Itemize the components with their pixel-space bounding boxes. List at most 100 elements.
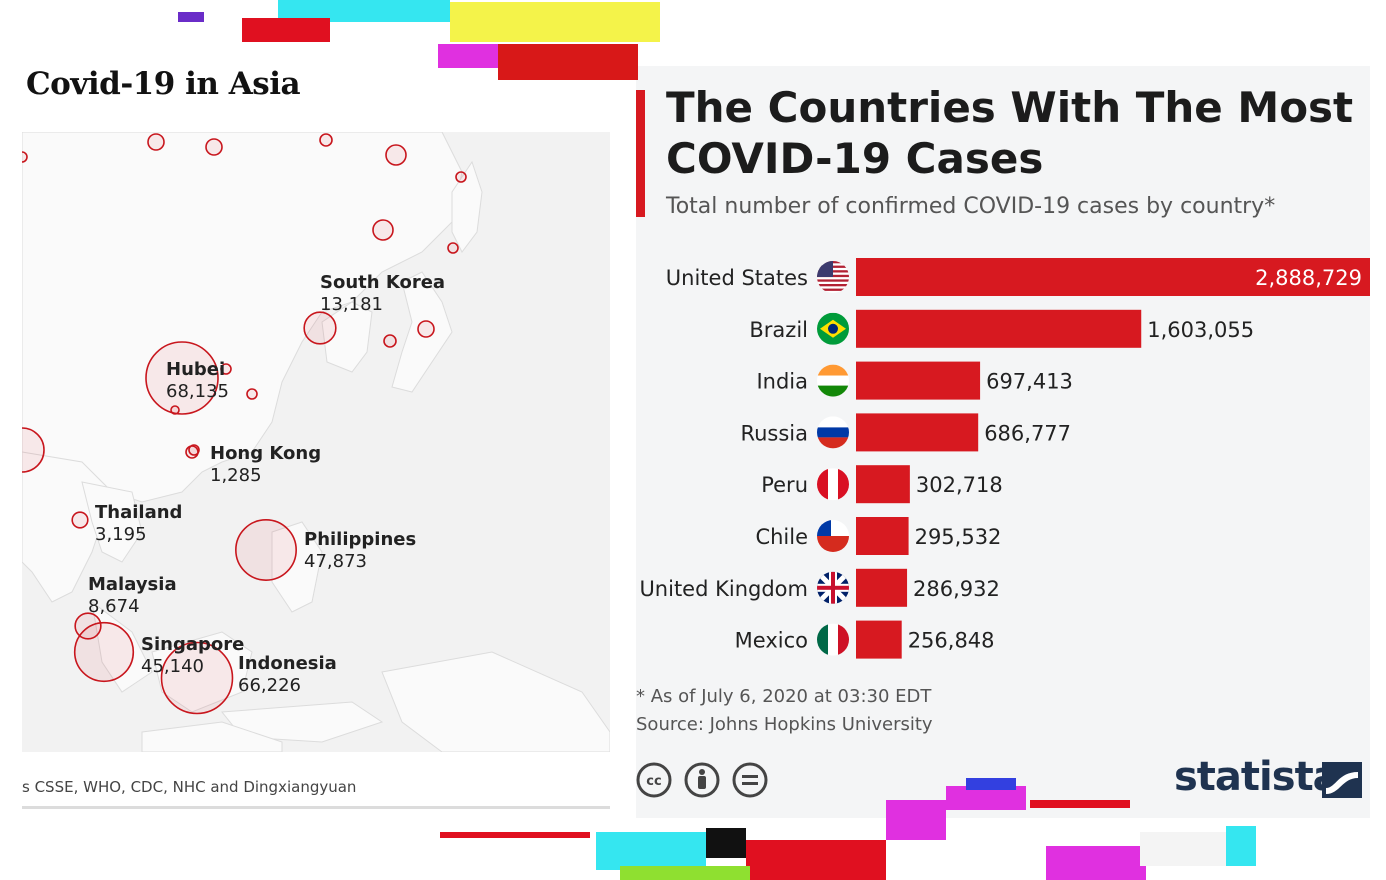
map-label-name: Malaysia <box>88 574 177 595</box>
data-label: 286,932 <box>913 577 1000 601</box>
flag-icon <box>817 520 849 552</box>
data-label: 302,718 <box>916 473 1003 497</box>
accent-bar <box>636 90 645 217</box>
nd-icon[interactable] <box>732 762 768 798</box>
case-circle <box>383 334 397 348</box>
glitch-noise <box>1030 800 1130 808</box>
category-label: Chile <box>755 525 808 549</box>
glitch-noise <box>886 800 946 840</box>
map-label-value: 47,873 <box>304 551 367 572</box>
map-label-value: 45,140 <box>141 656 204 677</box>
map-label-malaysia: Malaysia 8,674 <box>88 574 177 618</box>
case-circle <box>220 363 232 375</box>
case-circle <box>160 641 234 715</box>
map-label-hong-kong: Hong Kong 1,285 <box>210 443 321 487</box>
map-label-thailand: Thailand 3,195 <box>95 502 182 546</box>
glitch-noise <box>966 778 1016 790</box>
map-label-south-korea: South Korea 13,181 <box>320 272 445 316</box>
bar <box>856 413 979 452</box>
map-label-value: 3,195 <box>95 524 147 545</box>
category-label: Russia <box>740 421 808 445</box>
case-circle <box>303 311 337 345</box>
bar <box>856 517 909 555</box>
glitch-noise <box>242 18 330 42</box>
cc-icon[interactable]: cc <box>636 762 672 798</box>
category-label: India <box>756 370 808 394</box>
case-circle <box>71 511 89 529</box>
by-icon[interactable] <box>684 762 720 798</box>
glitch-noise <box>596 832 706 870</box>
map-label-value: 8,674 <box>88 596 140 617</box>
chart-note: * As of July 6, 2020 at 03:30 EDT <box>636 686 932 707</box>
map-label-philippines: Philippines 47,873 <box>304 529 416 573</box>
data-label: 295,532 <box>915 525 1002 549</box>
category-label: Mexico <box>735 629 808 653</box>
case-circle <box>417 320 435 338</box>
map-label-name: Thailand <box>95 502 183 523</box>
flag-icon <box>817 312 849 345</box>
bar-chart: United States 2,888,729 Brazil 1,603,055 Ind… <box>639 258 1370 659</box>
case-circle <box>188 444 200 456</box>
glitch-noise <box>440 832 590 838</box>
glitch-noise <box>946 786 1026 810</box>
data-label: 256,848 <box>908 629 995 653</box>
flag-icon <box>817 416 849 449</box>
data-label: 686,777 <box>984 421 1071 445</box>
divider <box>22 806 610 809</box>
glitch-noise <box>620 866 750 880</box>
category-label: United Kingdom <box>639 577 808 601</box>
glitch-noise <box>1226 826 1256 866</box>
case-circle <box>235 519 297 581</box>
bar <box>856 620 902 659</box>
category-label: Brazil <box>749 318 808 342</box>
glitch-noise <box>746 840 886 880</box>
glitch-noise <box>1140 832 1236 866</box>
flag-icon <box>817 468 849 501</box>
chart-title: The Countries With The Most COVID-19 Cas… <box>666 83 1354 183</box>
glitch-noise <box>278 0 450 22</box>
map-label-value: 68,135 <box>166 381 229 402</box>
svg-text:cc: cc <box>646 774 661 789</box>
asia-map-panel: Covid-19 in Asia South Korea <box>22 60 610 810</box>
map-source: s CSSE, WHO, CDC, NHC and Dingxiangyuan <box>22 778 357 796</box>
case-circle <box>22 427 45 473</box>
asia-map-graphic <box>22 132 610 752</box>
flag-icon <box>817 623 849 656</box>
map-label-name: Philippines <box>304 529 417 550</box>
glitch-noise <box>438 44 498 68</box>
bar <box>856 309 1142 348</box>
case-circle <box>170 405 180 415</box>
map-label-hubei: Hubei 68,135 <box>166 359 229 403</box>
case-circle <box>385 144 407 166</box>
map-label-value: 1,285 <box>210 465 262 486</box>
flag-icon <box>817 261 849 293</box>
data-label: 1,603,055 <box>1147 318 1254 342</box>
statista-logo-icon <box>1322 762 1362 798</box>
case-circle <box>22 151 28 163</box>
map-label-value: 66,226 <box>238 675 301 696</box>
map-label-value: 13,181 <box>320 294 383 315</box>
brand-wordmark: statista <box>1174 754 1340 800</box>
glitch-noise <box>498 44 638 80</box>
map-label-name: Hong Kong <box>210 443 322 464</box>
map-title: Covid-19 in Asia <box>26 66 301 102</box>
map-label-name: Hubei <box>166 359 226 380</box>
case-circle <box>372 219 394 241</box>
map-area: South Korea 13,181 Hubei 68,135 Hong Kon… <box>22 132 610 752</box>
bar <box>856 361 981 400</box>
glitch-noise <box>178 12 204 22</box>
category-label: United States <box>666 266 808 290</box>
case-circle <box>147 133 165 151</box>
case-circle <box>205 138 223 156</box>
chart-source: Source: Johns Hopkins University <box>636 714 933 735</box>
case-circle <box>73 621 135 683</box>
data-label: 697,413 <box>986 370 1073 394</box>
map-label-name: South Korea <box>320 272 446 293</box>
bar <box>856 465 910 504</box>
map-label-name: Singapore <box>141 634 245 655</box>
case-circle <box>455 171 467 183</box>
map-label-name: Indonesia <box>238 653 337 674</box>
case-circle <box>145 341 219 415</box>
category-label: Peru <box>761 473 808 497</box>
flag-icon <box>817 571 849 604</box>
